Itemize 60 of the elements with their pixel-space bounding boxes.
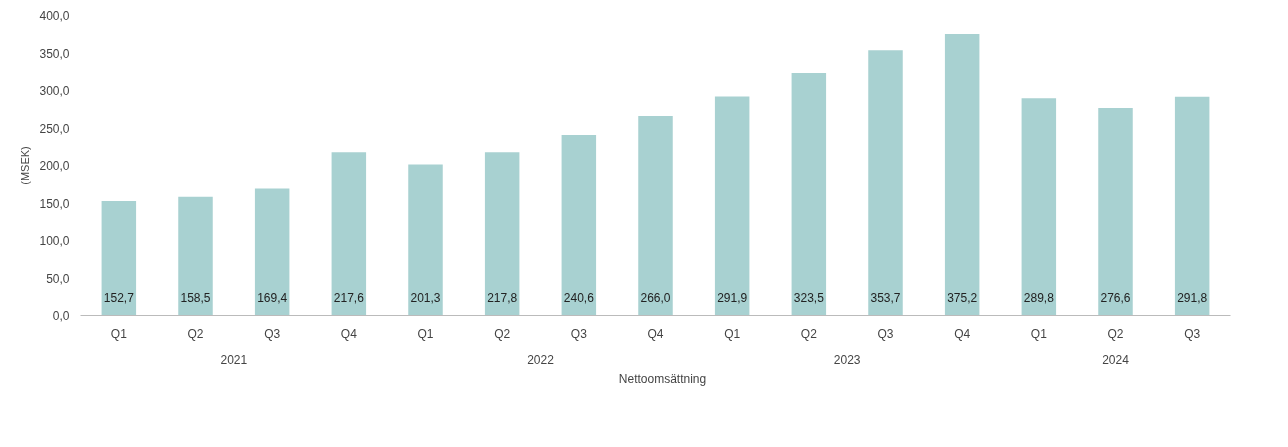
data-label: 217,8 xyxy=(487,291,518,305)
bar xyxy=(101,200,137,316)
x-tick-label: Q2 xyxy=(494,326,511,341)
bar xyxy=(868,50,903,316)
data-label: 353,7 xyxy=(870,291,901,305)
y-axis-title: (MSEK) xyxy=(19,146,32,185)
data-label: 152,7 xyxy=(103,291,135,305)
y-tick-label: 400,0 xyxy=(39,9,70,23)
y-tick-label: 150,0 xyxy=(39,196,70,211)
data-label: 201,3 xyxy=(410,291,441,305)
bar xyxy=(638,116,673,316)
data-label: 276,6 xyxy=(1100,291,1131,305)
x-tick-label: Q3 xyxy=(570,326,588,341)
bar xyxy=(178,196,213,316)
y-tick-label: 300,0 xyxy=(39,84,70,98)
x-tick-label: Q1 xyxy=(417,326,434,341)
text: 2022 xyxy=(527,352,555,367)
data-label: 240,6 xyxy=(563,291,595,305)
bar xyxy=(331,152,367,316)
y-tick-label: 250,0 xyxy=(39,121,70,136)
data-label: 323,5 xyxy=(793,291,825,305)
x-tick-label: Q2 xyxy=(800,326,818,341)
text: Nettoomsättning xyxy=(618,372,707,386)
y-tick-label: 200,0 xyxy=(39,159,70,173)
bar xyxy=(1174,96,1210,316)
text: 2023 xyxy=(833,352,861,367)
data-label: 291,8 xyxy=(1177,291,1208,305)
data-label: 266,0 xyxy=(640,291,671,305)
x-tick-label: Q2 xyxy=(1107,326,1124,341)
data-label: 169,4 xyxy=(257,291,288,305)
x-tick-label: Q3 xyxy=(264,326,281,341)
bar xyxy=(484,152,520,316)
text: 2024 xyxy=(1102,352,1130,367)
y-tick-label: 100,0 xyxy=(39,234,70,248)
text: 2021 xyxy=(220,352,248,367)
x-tick-label: Q4 xyxy=(954,326,971,341)
x-tick-label: Q1 xyxy=(724,326,741,341)
y-tick-label: 350,0 xyxy=(39,46,70,61)
data-label: 291,9 xyxy=(717,291,748,305)
bar xyxy=(254,188,290,316)
bar xyxy=(561,135,597,316)
x-tick-label: Q1 xyxy=(1030,326,1048,341)
data-label: 375,2 xyxy=(947,291,978,305)
x-tick-label: Q1 xyxy=(110,326,128,341)
bar xyxy=(714,96,750,316)
data-label: 158,5 xyxy=(180,291,211,305)
x-tick-label: Q2 xyxy=(187,326,204,341)
data-label: 289,8 xyxy=(1023,291,1055,305)
bar xyxy=(791,72,827,316)
bar xyxy=(944,34,980,316)
x-tick-label: Q4 xyxy=(647,326,664,341)
bar xyxy=(408,164,443,316)
y-tick-label: 50,0 xyxy=(46,271,70,286)
y-tick-label: 0,0 xyxy=(52,309,70,323)
x-tick-label: Q3 xyxy=(877,326,894,341)
x-tick-label: Q3 xyxy=(1184,326,1201,341)
bar xyxy=(1098,108,1133,316)
bar xyxy=(1021,98,1057,316)
x-tick-label: Q4 xyxy=(340,326,358,341)
data-label: 217,6 xyxy=(333,291,365,305)
